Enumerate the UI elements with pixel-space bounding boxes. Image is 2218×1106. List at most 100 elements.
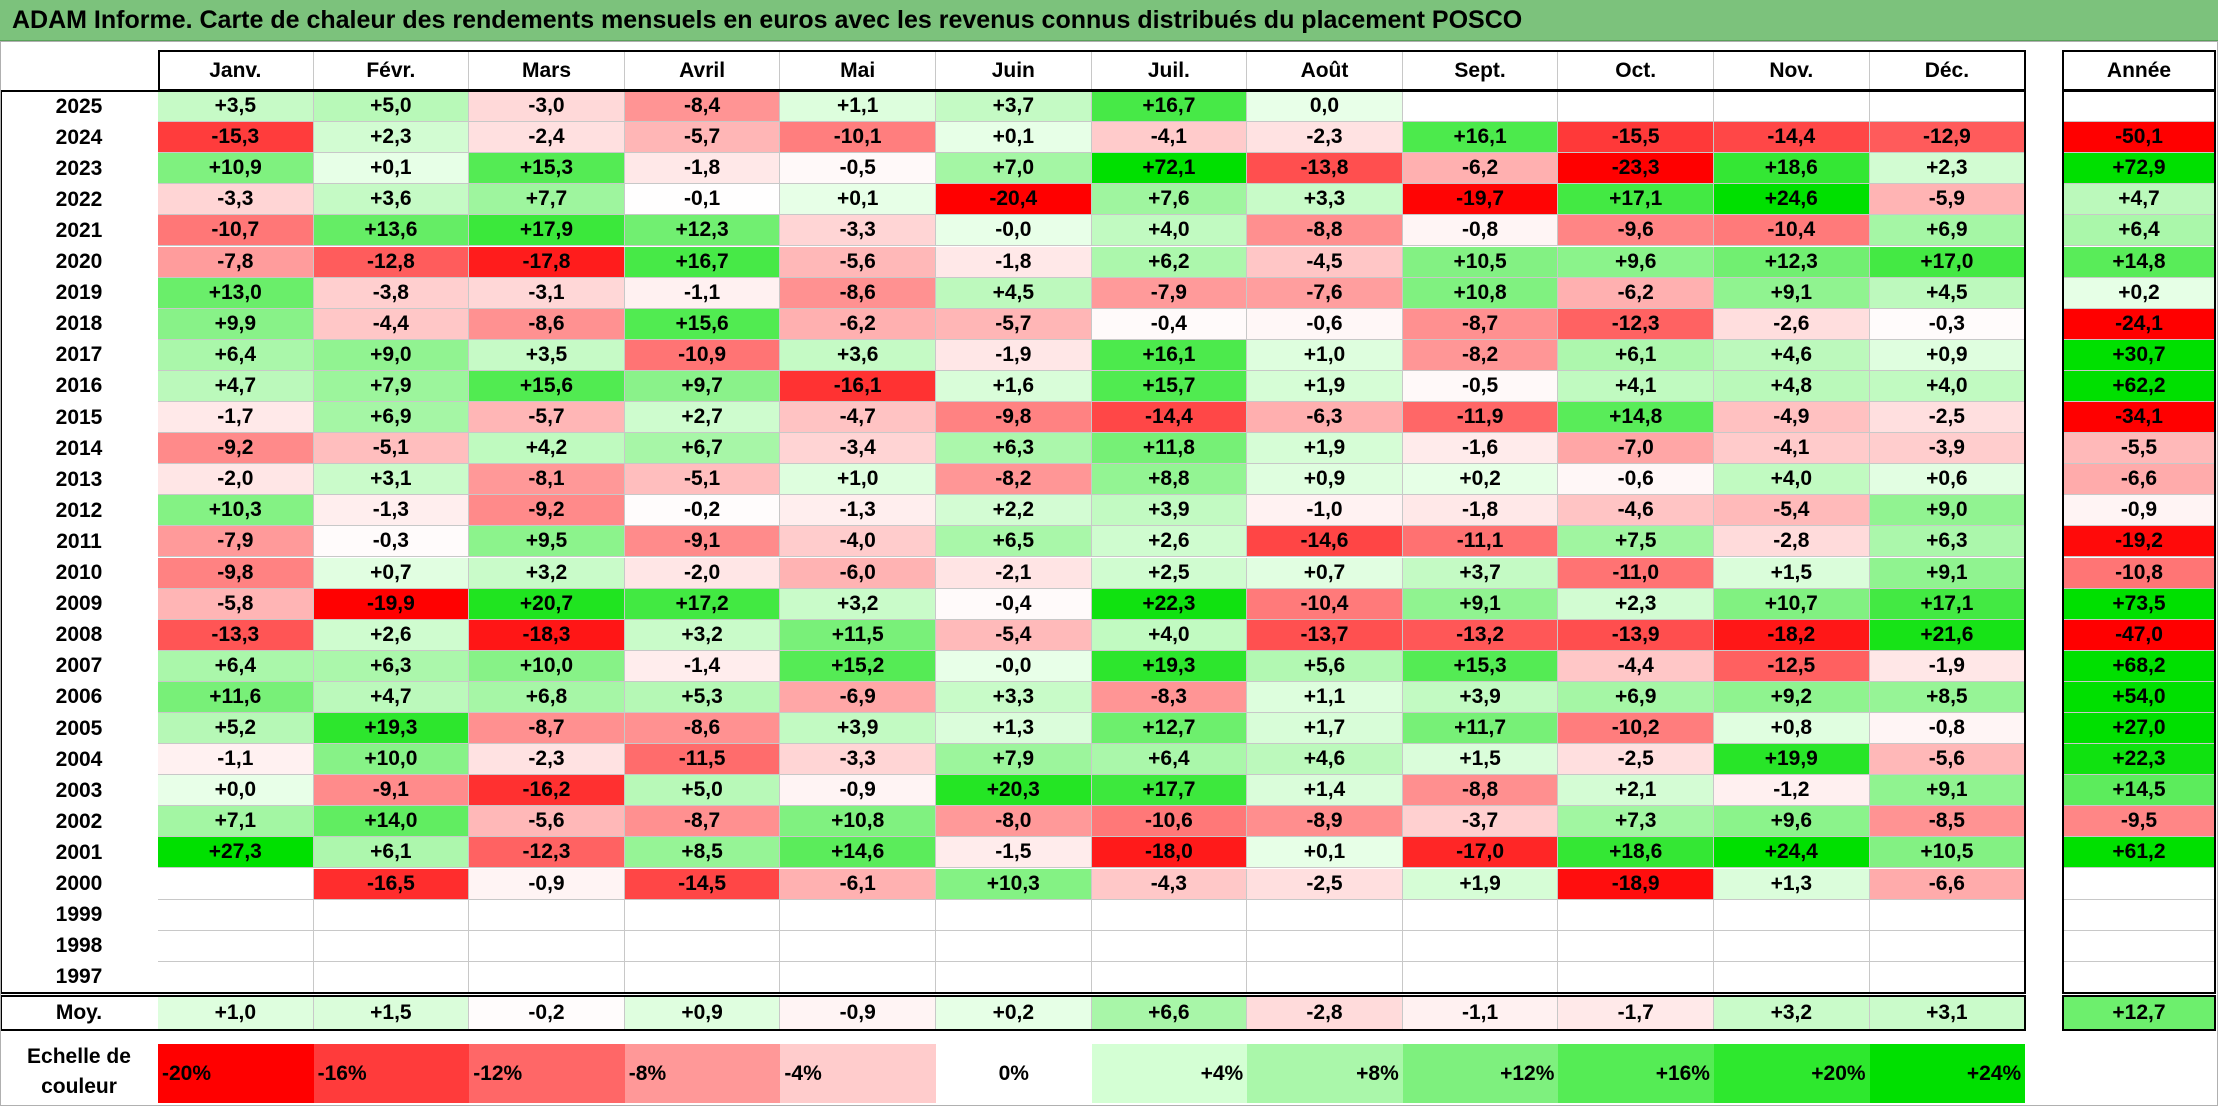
heatmap-cell (1558, 961, 1714, 993)
heatmap-cell: +1,9 (1402, 868, 1559, 900)
annual-cell: +61,2 (2062, 837, 2216, 869)
heatmap-cell: -19,7 (1402, 184, 1559, 216)
color-scale-step: +24% (1869, 1044, 2026, 1103)
heatmap-cell: -10,1 (780, 122, 936, 154)
heatmap-cell: -5,6 (780, 246, 936, 278)
year-label: 2012 (55, 498, 103, 522)
heatmap-cell: +7,6 (1091, 184, 1248, 216)
heatmap-cell: +0,0 (158, 775, 314, 807)
heatmap-cell: -8,2 (1402, 339, 1559, 371)
heatmap-cell (313, 899, 470, 931)
heatmap-cell: -3,4 (780, 433, 936, 465)
heatmap-cell: -10,4 (1247, 588, 1403, 620)
heatmap-cell: +6,1 (313, 837, 470, 869)
heatmap-cell: +10,3 (158, 495, 314, 527)
heatmap-cell: +3,9 (780, 713, 936, 745)
heatmap-cell: -8,8 (1402, 775, 1559, 807)
heatmap-cell: -8,9 (1247, 806, 1403, 838)
heatmap-cell: +0,1 (780, 184, 936, 216)
year-label: 1997 (55, 965, 103, 989)
year-label: 2002 (55, 809, 103, 833)
heatmap-cell: +22,3 (1091, 588, 1248, 620)
heatmap-cell: -6,2 (780, 308, 936, 340)
heatmap-cell: -20,4 (936, 184, 1092, 216)
annual-cell: +72,9 (2062, 153, 2216, 185)
heatmap-cell (1247, 930, 1403, 962)
heatmap-cell: +6,3 (936, 433, 1092, 465)
heatmap-cell: +17,9 (469, 215, 625, 247)
heatmap-cell: -8,4 (624, 91, 781, 123)
heatmap-cell: +0,8 (1714, 713, 1870, 745)
heatmap-cell: -7,9 (1091, 277, 1248, 309)
heatmap-cell: -0,4 (1091, 308, 1248, 340)
heatmap-cell: +0,6 (1869, 464, 2026, 496)
heatmap-cell: +7,3 (1558, 806, 1714, 838)
heatmap-cell (313, 961, 470, 993)
heatmap-cell: -8,2 (936, 464, 1092, 496)
year-label: 2007 (55, 654, 103, 678)
annual-cell: -47,0 (2062, 619, 2216, 651)
heatmap-cell (936, 961, 1092, 993)
heatmap-cell: +7,1 (158, 806, 314, 838)
heatmap-cell: -0,0 (936, 215, 1092, 247)
heatmap-cell: -9,8 (936, 402, 1092, 434)
heatmap-cell: -3,3 (780, 744, 936, 776)
heatmap-cell: +2,5 (1091, 557, 1248, 589)
heatmap-cell: -4,6 (1558, 495, 1714, 527)
heatmap-cell: +21,6 (1869, 619, 2026, 651)
average-cell: +1,5 (313, 996, 470, 1030)
heatmap-cell: +8,5 (1869, 681, 2026, 713)
heatmap-cell: -8,7 (624, 806, 781, 838)
heatmap-cell: +72,1 (1091, 153, 1248, 185)
year-label: 2016 (55, 374, 103, 398)
heatmap-cell: +6,4 (158, 650, 314, 682)
heatmap-cell: -5,1 (313, 433, 470, 465)
heatmap-cell: +0,7 (313, 557, 470, 589)
heatmap-cell: -5,6 (1869, 744, 2026, 776)
color-scale-step: +8% (1247, 1044, 1403, 1103)
heatmap-cell: -2,5 (1558, 744, 1714, 776)
heatmap-cell: +5,3 (624, 681, 781, 713)
heatmap-cell: +4,0 (1869, 370, 2026, 402)
color-scale-step: -8% (624, 1044, 781, 1103)
heatmap-cell: -11,9 (1402, 402, 1559, 434)
month-header: Août (1247, 51, 1403, 90)
heatmap-cell: -1,8 (624, 153, 781, 185)
heatmap-cell: +2,3 (313, 122, 470, 154)
heatmap-cell (780, 930, 936, 962)
heatmap-cell (780, 899, 936, 931)
heatmap-cell: +2,6 (313, 619, 470, 651)
heatmap-cell: +6,7 (624, 433, 781, 465)
heatmap-cell: -1,8 (936, 246, 1092, 278)
heatmap-cell: +9,0 (1869, 495, 2026, 527)
heatmap-cell: -5,7 (624, 122, 781, 154)
heatmap-cell: -1,4 (624, 650, 781, 682)
heatmap-cell: -0,5 (780, 153, 936, 185)
annual-cell: -9,5 (2062, 806, 2216, 838)
annual-cell: +73,5 (2062, 588, 2216, 620)
heatmap-cell: +3,2 (469, 557, 625, 589)
heatmap-cell: +27,3 (158, 837, 314, 869)
color-scale-step: 0% (936, 1044, 1092, 1103)
heatmap-cell: -6,0 (780, 557, 936, 589)
color-scale-step: -20% (158, 1044, 314, 1103)
heatmap-cell: -1,0 (1247, 495, 1403, 527)
heatmap-cell: -12,3 (1558, 308, 1714, 340)
year-label: 2008 (55, 623, 103, 647)
month-header: Sept. (1402, 51, 1559, 90)
heatmap-cell: +6,9 (313, 402, 470, 434)
heatmap-cell: -10,4 (1714, 215, 1870, 247)
color-scale-step: +16% (1558, 1044, 1714, 1103)
average-cell: -0,2 (469, 996, 625, 1030)
annual-cell (2062, 899, 2216, 931)
heatmap-cell: +4,7 (158, 370, 314, 402)
heatmap-cell (1714, 91, 1870, 123)
heatmap-cell: -8,6 (469, 308, 625, 340)
annual-cell: +14,5 (2062, 775, 2216, 807)
heatmap-cell: -3,0 (469, 91, 625, 123)
annual-cell: +54,0 (2062, 681, 2216, 713)
heatmap-cell: -5,6 (469, 806, 625, 838)
heatmap-cell: +9,5 (469, 526, 625, 558)
heatmap-cell: -0,8 (1402, 215, 1559, 247)
heatmap-cell: -5,7 (936, 308, 1092, 340)
